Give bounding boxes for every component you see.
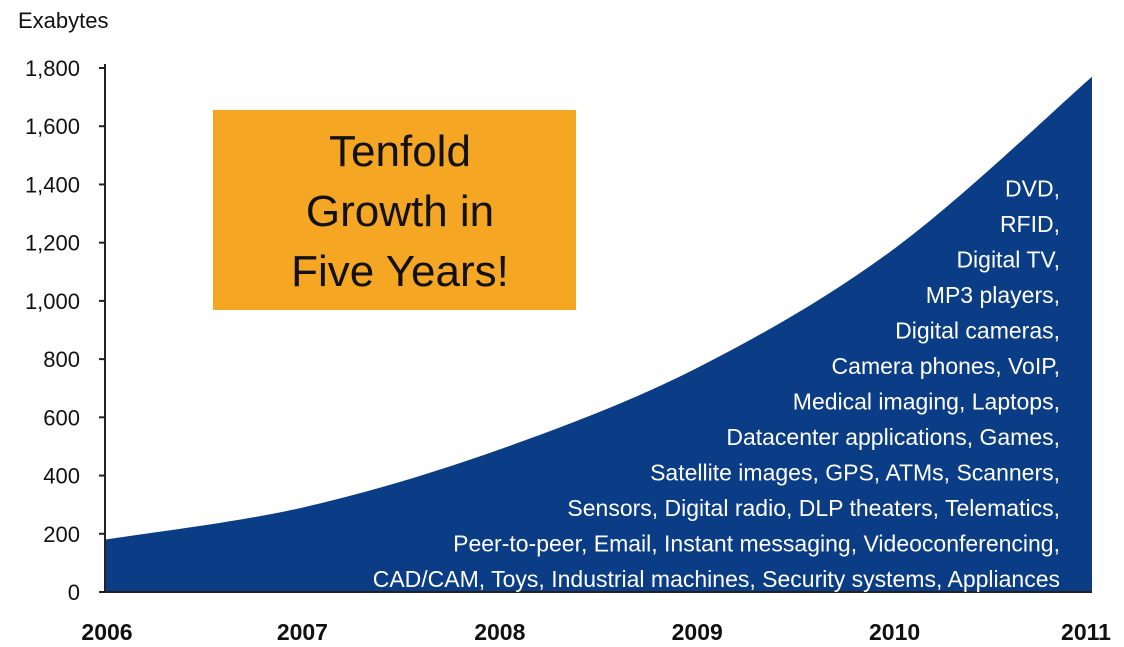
y-tick-label: 1,400 [25,172,80,197]
y-tick-label: 1,800 [25,56,80,81]
x-tick-label: 2007 [277,619,328,645]
callout-line: Tenfold [329,127,471,176]
y-tick-label: 1,200 [25,231,80,256]
callout-box: Tenfold Growth in Five Years! [213,110,576,310]
y-tick-label: 1,000 [25,289,80,314]
callout-background [213,110,576,310]
annotation-line: Camera phones, VoIP, [832,353,1060,379]
callout-line: Five Years! [291,247,509,296]
annotation-line: DVD, [1005,176,1060,202]
annotation-line: Digital cameras, [895,318,1060,344]
data-area [105,76,1092,592]
annotation-line: Medical imaging, Laptops, [793,389,1060,415]
y-tick-label: 0 [68,580,80,605]
annotation-line: Sensors, Digital radio, DLP theaters, Te… [567,495,1060,521]
y-axis-label: Exabytes [18,8,109,33]
area-layer [105,76,1092,592]
x-tick-label: 2009 [672,619,723,645]
annotation-layer: DVD, RFID, Digital TV, MP3 players, Digital … [373,176,1060,593]
callout-line: Growth in [306,187,494,236]
annotation-line: Digital TV, [956,247,1060,273]
x-tick-label: 2006 [81,619,132,645]
annotation-line: Satellite images, GPS, ATMs, Scanners, [650,460,1060,486]
annotation-line: RFID, [1000,211,1060,237]
x-tick-label: 2008 [474,619,525,645]
x-tick-label: 2010 [869,619,920,645]
y-tick-label: 800 [43,347,80,372]
annotation-line: MP3 players, [926,282,1060,308]
axis-layer: 0 200 400 600 800 1,000 1,200 1,400 1,600 1,800 20… [25,56,1111,645]
annotation-line: CAD/CAM, Toys, Industrial machines, Secu… [373,566,1060,592]
annotation-line: Datacenter applications, Games, [726,424,1060,450]
y-tick-label: 600 [43,405,80,430]
annotation-line: Peer-to-peer, Email, Instant messaging, … [453,531,1060,557]
y-tick-label: 1,600 [25,114,80,139]
y-tick-label: 200 [43,522,80,547]
y-tick-label: 400 [43,464,80,489]
x-tick-label: 2011 [1061,619,1111,645]
